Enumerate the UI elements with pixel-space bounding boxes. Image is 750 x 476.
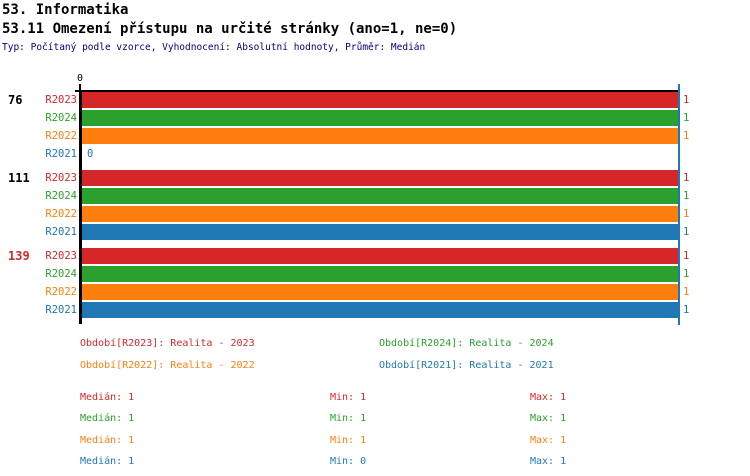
bar-r2022 bbox=[82, 128, 678, 144]
series-label: R2024 bbox=[45, 190, 77, 202]
chapter-title: 53. Informatika bbox=[2, 2, 129, 18]
stat-max-r2022: Max: 1 bbox=[530, 435, 567, 446]
legend-item-r2024: Období[R2024]: Realita - 2024 bbox=[379, 338, 554, 349]
stat-max-r2024: Max: 1 bbox=[530, 413, 567, 424]
series-label: R2021 bbox=[45, 148, 77, 160]
stat-min-r2022: Min: 1 bbox=[330, 435, 367, 446]
bar-value-label: 1 bbox=[683, 268, 690, 280]
meta-line: Typ: Počítaný podle vzorce, Vyhodnocení:… bbox=[2, 42, 426, 53]
bar-r2024 bbox=[82, 188, 678, 204]
bar-r2024 bbox=[82, 266, 678, 282]
bar-value-label: 1 bbox=[683, 250, 690, 262]
stat-median-r2022: Medián: 1 bbox=[80, 435, 135, 446]
group-label: 111 bbox=[8, 171, 30, 185]
bar-r2023 bbox=[82, 170, 678, 186]
group-label: 76 bbox=[8, 93, 23, 107]
bar-value-label: 1 bbox=[683, 286, 690, 298]
series-label: R2021 bbox=[45, 226, 77, 238]
legend-item-r2021: Období[R2021]: Realita - 2021 bbox=[379, 360, 554, 371]
median-line bbox=[678, 84, 680, 325]
axis-vertical-line bbox=[79, 90, 82, 324]
bar-value-label: 1 bbox=[683, 226, 690, 238]
axis-top-line bbox=[75, 90, 680, 92]
bar-value-label: 0 bbox=[87, 148, 94, 160]
stat-min-r2024: Min: 1 bbox=[330, 413, 367, 424]
axis-origin-label: 0 bbox=[76, 73, 84, 84]
bar-value-label: 1 bbox=[683, 112, 690, 124]
series-label: R2024 bbox=[45, 112, 77, 124]
question-title: 53.11 Omezení přístupu na určité stránky… bbox=[2, 21, 458, 37]
bar-value-label: 1 bbox=[683, 172, 690, 184]
series-label: R2023 bbox=[45, 250, 77, 262]
bar-r2023 bbox=[82, 248, 678, 264]
bar-value-label: 1 bbox=[683, 94, 690, 106]
group-label: 139 bbox=[8, 249, 30, 263]
series-label: R2023 bbox=[45, 94, 77, 106]
stat-min-r2023: Min: 1 bbox=[330, 392, 367, 403]
stat-max-r2023: Max: 1 bbox=[530, 392, 567, 403]
bar-value-label: 1 bbox=[683, 208, 690, 220]
stat-max-r2021: Max: 1 bbox=[530, 456, 567, 467]
series-label: R2022 bbox=[45, 208, 77, 220]
stat-median-r2024: Medián: 1 bbox=[80, 413, 135, 424]
legend-item-r2023: Období[R2023]: Realita - 2023 bbox=[80, 338, 255, 349]
axis-tick-mark bbox=[79, 84, 81, 90]
bar-value-label: 1 bbox=[683, 304, 690, 316]
legend-item-r2022: Období[R2022]: Realita - 2022 bbox=[80, 360, 255, 371]
stat-median-r2023: Medián: 1 bbox=[80, 392, 135, 403]
bar-r2021 bbox=[82, 224, 678, 240]
bar-value-label: 1 bbox=[683, 190, 690, 202]
series-label: R2024 bbox=[45, 268, 77, 280]
bar-r2024 bbox=[82, 110, 678, 126]
stat-median-r2021: Medián: 1 bbox=[80, 456, 135, 467]
stat-min-r2021: Min: 0 bbox=[330, 456, 367, 467]
series-label: R2021 bbox=[45, 304, 77, 316]
series-label: R2022 bbox=[45, 130, 77, 142]
bar-r2021 bbox=[82, 302, 678, 318]
bar-r2023 bbox=[82, 92, 678, 108]
bar-r2022 bbox=[82, 284, 678, 300]
series-label: R2022 bbox=[45, 286, 77, 298]
series-label: R2023 bbox=[45, 172, 77, 184]
bar-value-label: 1 bbox=[683, 130, 690, 142]
bar-r2022 bbox=[82, 206, 678, 222]
